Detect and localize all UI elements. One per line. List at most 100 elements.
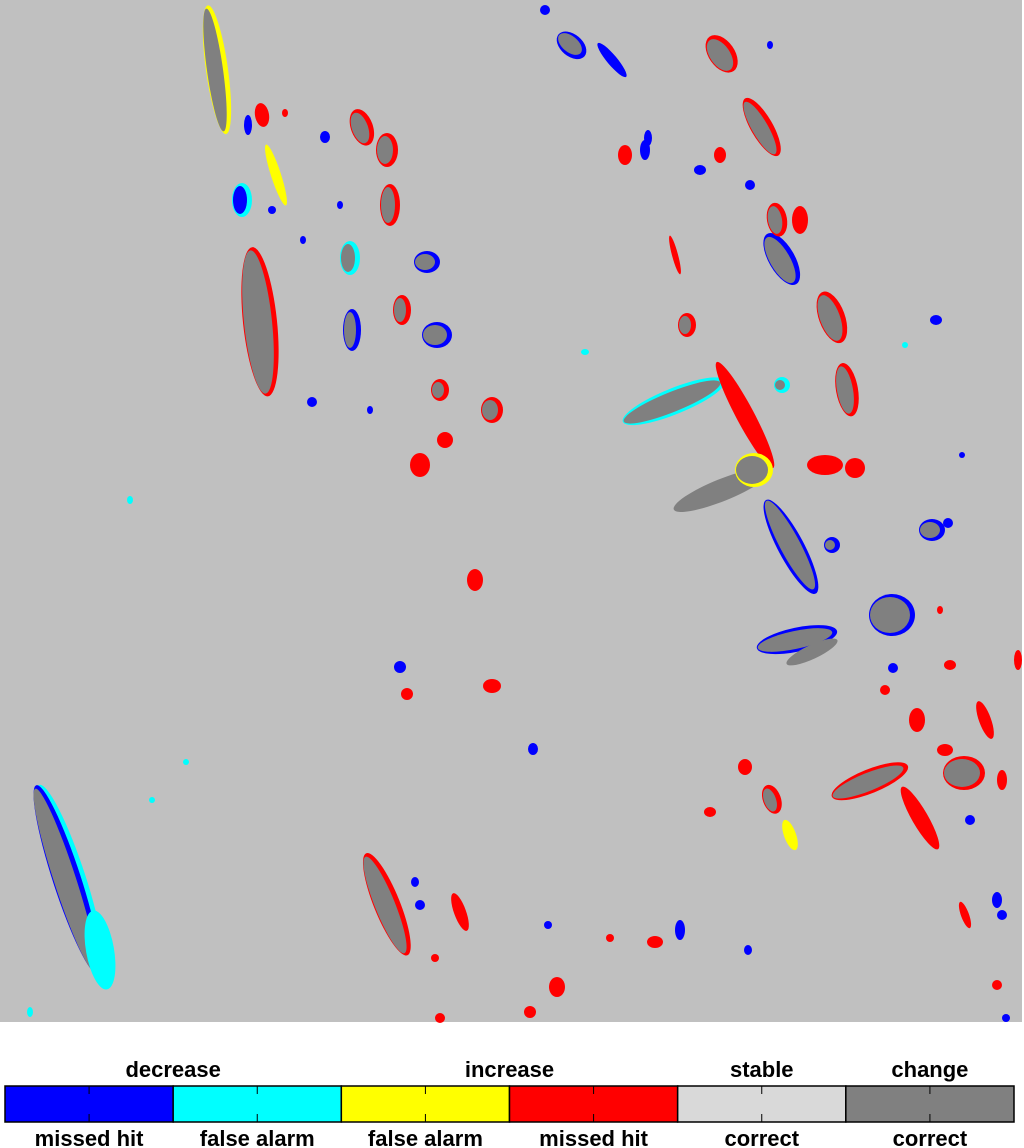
feature xyxy=(807,455,843,475)
feature xyxy=(149,797,155,803)
legend-item-label: false alarm xyxy=(368,1126,483,1148)
feature xyxy=(997,910,1007,920)
feature xyxy=(540,5,550,15)
feature xyxy=(268,206,276,214)
feature xyxy=(694,165,706,175)
feature xyxy=(597,42,627,78)
legend-group-label: stable xyxy=(730,1057,794,1082)
feature xyxy=(437,432,453,448)
feature xyxy=(544,921,552,929)
feature xyxy=(743,101,777,155)
feature xyxy=(528,743,538,755)
feature xyxy=(679,316,691,334)
feature xyxy=(763,788,777,812)
feature xyxy=(937,606,943,614)
feature xyxy=(482,400,498,420)
feature xyxy=(233,186,247,214)
feature xyxy=(623,380,721,424)
feature xyxy=(937,744,953,756)
feature xyxy=(669,235,681,275)
feature xyxy=(930,315,942,325)
feature xyxy=(451,893,469,931)
feature xyxy=(714,147,726,163)
feature xyxy=(33,788,97,972)
feature xyxy=(644,130,652,146)
feature xyxy=(976,701,994,739)
feature xyxy=(1002,1014,1010,1022)
feature xyxy=(341,244,355,272)
feature xyxy=(920,522,940,538)
feature xyxy=(675,920,685,940)
feature xyxy=(832,765,904,799)
feature xyxy=(242,250,274,394)
feature xyxy=(377,136,393,164)
feature xyxy=(836,366,854,414)
feature xyxy=(715,361,775,469)
feature xyxy=(782,819,798,851)
legend: missed hit false alarm false alarm missed h… xyxy=(4,1057,1015,1148)
feature xyxy=(381,187,395,223)
feature xyxy=(300,236,306,244)
feature xyxy=(786,638,838,666)
feature xyxy=(367,406,373,414)
feature xyxy=(909,708,925,732)
feature xyxy=(84,910,116,990)
feature xyxy=(965,815,975,825)
feature xyxy=(845,458,865,478)
feature xyxy=(959,452,965,458)
feature xyxy=(337,201,343,209)
feature xyxy=(363,856,407,954)
change-map xyxy=(0,0,1022,1022)
feature xyxy=(767,206,783,234)
feature xyxy=(943,518,953,528)
feature xyxy=(183,759,189,765)
feature xyxy=(483,679,501,693)
legend-item-label: missed hit xyxy=(35,1126,144,1148)
feature xyxy=(467,569,483,591)
feature xyxy=(394,298,406,322)
feature xyxy=(764,500,816,590)
feature xyxy=(744,945,752,955)
feature xyxy=(958,901,972,929)
feature xyxy=(992,892,1002,908)
feature xyxy=(307,397,317,407)
legend-group-label: change xyxy=(891,1057,968,1082)
feature xyxy=(738,759,752,775)
feature xyxy=(244,115,252,135)
legend-item-label: false alarm xyxy=(200,1126,315,1148)
feature xyxy=(704,807,716,817)
feature xyxy=(265,144,287,206)
feature xyxy=(997,770,1007,790)
feature xyxy=(254,103,270,127)
feature xyxy=(880,685,890,695)
legend-item-label: correct xyxy=(893,1126,968,1148)
feature xyxy=(888,663,898,673)
feature xyxy=(992,980,1002,990)
feature xyxy=(127,496,133,504)
feature xyxy=(344,312,356,348)
feature xyxy=(764,236,796,284)
feature xyxy=(431,954,439,962)
feature xyxy=(411,877,419,887)
feature xyxy=(423,325,447,345)
feature xyxy=(350,112,370,144)
feature xyxy=(401,688,413,700)
feature xyxy=(944,660,956,670)
feature xyxy=(549,977,565,997)
feature xyxy=(900,786,940,850)
feature xyxy=(792,206,808,234)
feature xyxy=(320,131,330,143)
feature xyxy=(203,8,227,132)
feature xyxy=(524,1006,536,1018)
feature xyxy=(415,254,435,270)
feature xyxy=(410,453,430,477)
feature xyxy=(944,759,980,787)
feature xyxy=(647,936,663,948)
feature xyxy=(736,456,768,484)
feature xyxy=(902,342,908,348)
feature xyxy=(706,39,734,71)
feature xyxy=(825,540,835,550)
legend-item-label: correct xyxy=(724,1126,799,1148)
